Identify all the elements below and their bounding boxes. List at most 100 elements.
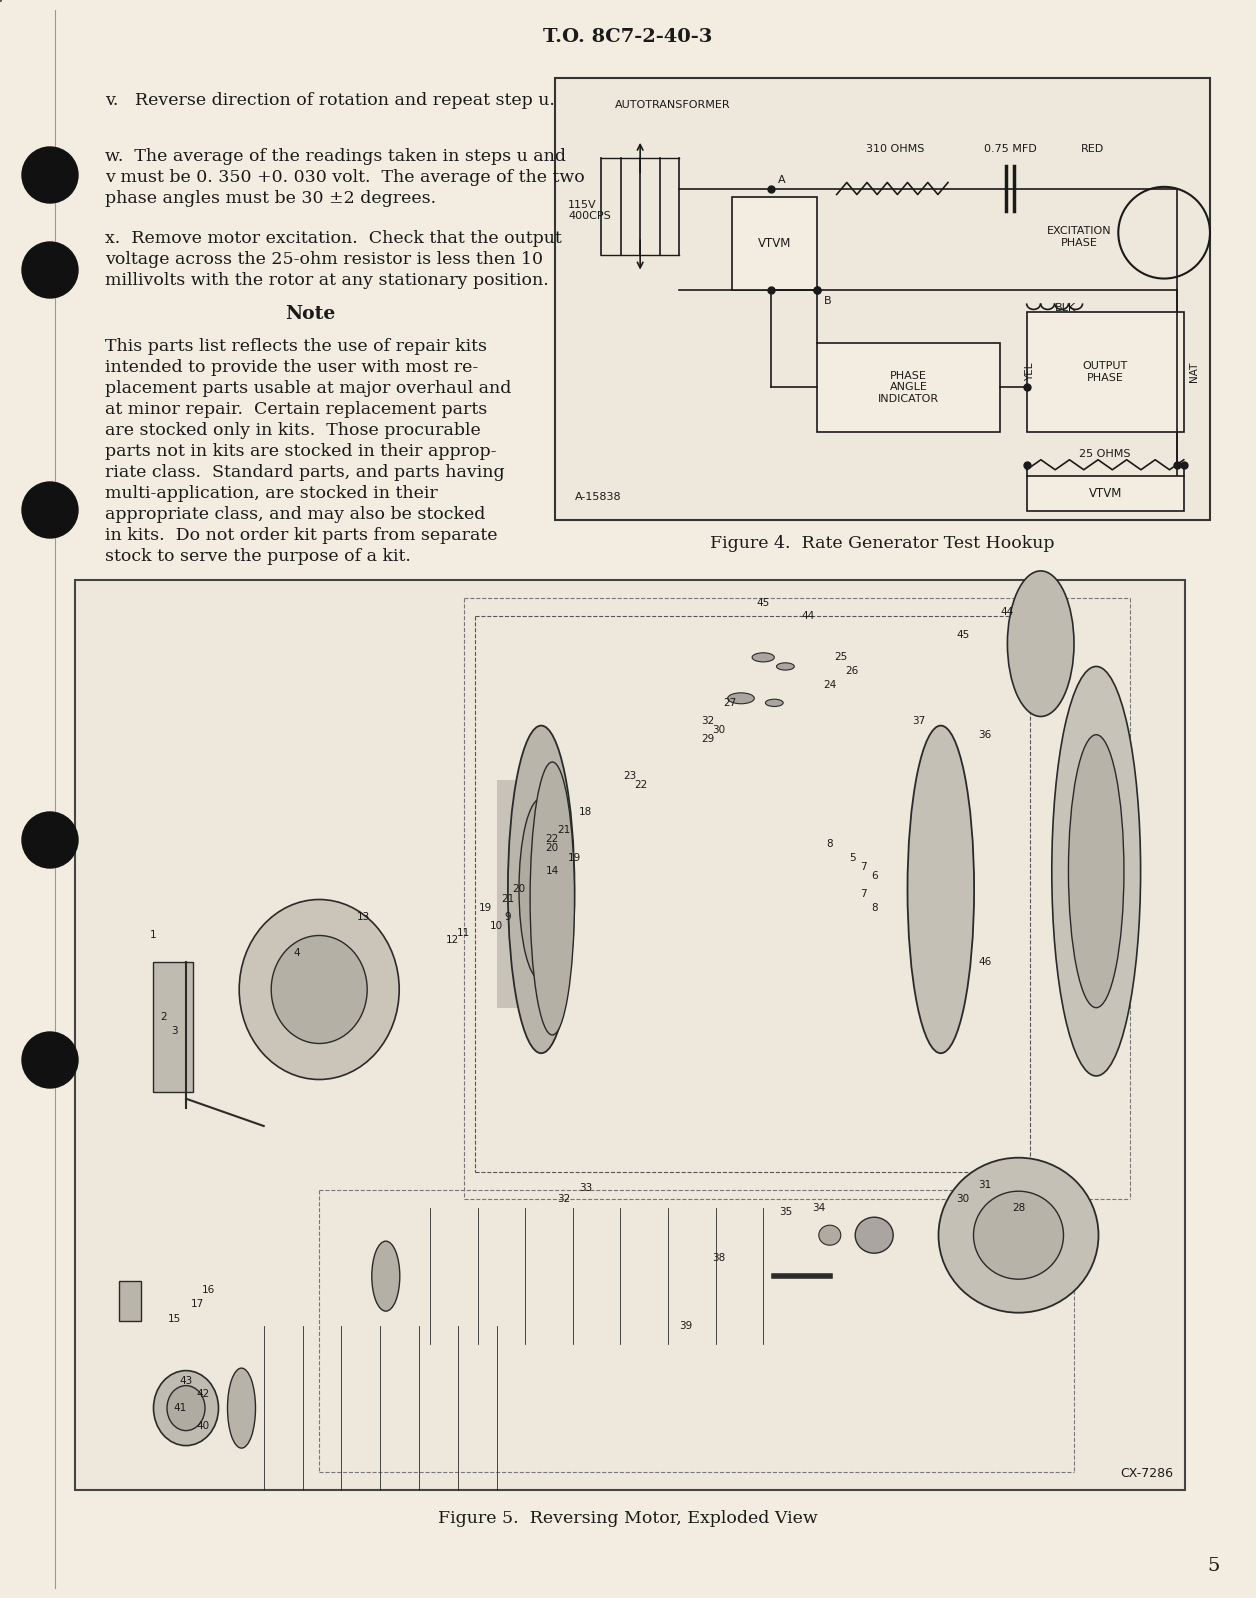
Bar <box>119 1280 142 1320</box>
Text: 38: 38 <box>712 1253 726 1262</box>
Text: 32: 32 <box>701 716 715 725</box>
Text: 8: 8 <box>870 903 878 912</box>
Text: 22: 22 <box>634 780 648 789</box>
Text: 31: 31 <box>978 1181 992 1191</box>
Text: 115V
400CPS: 115V 400CPS <box>568 200 610 222</box>
Text: 5: 5 <box>1207 1556 1220 1576</box>
Text: RED: RED <box>1080 144 1104 153</box>
Text: 3: 3 <box>172 1026 178 1037</box>
Text: 8: 8 <box>826 839 833 849</box>
Text: 25: 25 <box>834 652 848 662</box>
Circle shape <box>23 241 78 297</box>
FancyBboxPatch shape <box>153 962 192 1091</box>
Text: YEL: YEL <box>1025 363 1035 382</box>
Text: 44: 44 <box>801 612 814 622</box>
Text: parts not in kits are stocked in their approp-: parts not in kits are stocked in their a… <box>106 443 496 460</box>
Bar <box>1026 312 1184 431</box>
Text: 44: 44 <box>1001 607 1014 617</box>
Ellipse shape <box>530 762 574 1036</box>
Ellipse shape <box>765 700 784 706</box>
Text: 20: 20 <box>512 884 525 895</box>
Ellipse shape <box>227 1368 255 1448</box>
Text: 13: 13 <box>357 912 371 922</box>
Ellipse shape <box>819 1226 840 1245</box>
Text: OUTPUT
PHASE: OUTPUT PHASE <box>1083 361 1128 384</box>
Ellipse shape <box>855 1218 893 1253</box>
Text: 21: 21 <box>501 893 515 903</box>
Text: at minor repair.  Certain replacement parts: at minor repair. Certain replacement par… <box>106 401 487 419</box>
Ellipse shape <box>239 900 399 1080</box>
Text: 21: 21 <box>556 825 570 836</box>
Text: 28: 28 <box>1012 1203 1025 1213</box>
Text: 22: 22 <box>545 834 559 844</box>
Text: 35: 35 <box>779 1208 793 1218</box>
Text: 36: 36 <box>978 730 992 740</box>
Text: 46: 46 <box>978 957 992 967</box>
Text: voltage across the 25-ohm resistor is less then 10: voltage across the 25-ohm resistor is le… <box>106 251 543 268</box>
Text: 5: 5 <box>849 853 855 863</box>
Text: 23: 23 <box>623 770 637 781</box>
Text: intended to provide the user with most re-: intended to provide the user with most r… <box>106 360 479 376</box>
Text: This parts list reflects the use of repair kits: This parts list reflects the use of repa… <box>106 339 487 355</box>
Ellipse shape <box>938 1157 1099 1312</box>
Text: 30: 30 <box>712 725 726 735</box>
Text: 25 OHMS: 25 OHMS <box>1079 449 1130 459</box>
Text: 19: 19 <box>479 903 492 912</box>
Text: 0.75 MFD: 0.75 MFD <box>983 144 1036 153</box>
Text: 10: 10 <box>490 920 504 930</box>
Text: v.   Reverse direction of rotation and repeat step u.: v. Reverse direction of rotation and rep… <box>106 93 555 109</box>
Ellipse shape <box>271 935 367 1043</box>
Text: stock to serve the purpose of a kit.: stock to serve the purpose of a kit. <box>106 548 411 566</box>
Text: v must be 0. 350 +0. 030 volt.  The average of the two: v must be 0. 350 +0. 030 volt. The avera… <box>106 169 585 185</box>
Text: 14: 14 <box>545 866 559 876</box>
Text: EXCITATION
PHASE: EXCITATION PHASE <box>1046 227 1112 248</box>
Circle shape <box>23 1032 78 1088</box>
Ellipse shape <box>372 1242 399 1310</box>
Bar <box>75 580 1184 1489</box>
Text: NAT: NAT <box>1188 361 1198 382</box>
Text: 39: 39 <box>679 1322 692 1331</box>
Text: Note: Note <box>285 305 335 323</box>
Text: A: A <box>777 174 785 185</box>
Text: millivolts with the rotor at any stationary position.: millivolts with the rotor at any station… <box>106 272 549 289</box>
Ellipse shape <box>153 1371 219 1446</box>
Text: T.O. 8C7-2-40-3: T.O. 8C7-2-40-3 <box>544 29 712 46</box>
Text: riate class.  Standard parts, and parts having: riate class. Standard parts, and parts h… <box>106 463 505 481</box>
Text: 30: 30 <box>956 1194 970 1203</box>
Text: B: B <box>824 296 831 307</box>
Text: 43: 43 <box>180 1376 192 1385</box>
Text: in kits.  Do not order kit parts from separate: in kits. Do not order kit parts from sep… <box>106 527 497 543</box>
Text: 18: 18 <box>579 807 593 817</box>
Text: Figure 5.  Reversing Motor, Exploded View: Figure 5. Reversing Motor, Exploded View <box>438 1510 818 1528</box>
Bar <box>732 197 816 291</box>
Text: AUTOTRANSFORMER: AUTOTRANSFORMER <box>615 101 731 110</box>
Text: 7: 7 <box>860 888 867 900</box>
Text: w.  The average of the readings taken in steps u and: w. The average of the readings taken in … <box>106 149 566 165</box>
Text: 15: 15 <box>168 1314 182 1323</box>
Ellipse shape <box>167 1385 205 1430</box>
Text: x.  Remove motor excitation.  Check that the output: x. Remove motor excitation. Check that t… <box>106 230 561 248</box>
Text: 26: 26 <box>845 666 859 676</box>
Text: VTVM: VTVM <box>757 237 791 251</box>
Text: 37: 37 <box>912 716 926 725</box>
Text: 4: 4 <box>294 948 300 959</box>
Text: 19: 19 <box>568 853 582 863</box>
Text: 32: 32 <box>556 1194 570 1203</box>
Bar <box>555 78 1210 519</box>
Text: CX-7286: CX-7286 <box>1120 1467 1173 1480</box>
Ellipse shape <box>1069 735 1124 1008</box>
Ellipse shape <box>973 1191 1064 1280</box>
Text: 45: 45 <box>956 630 970 639</box>
Text: 29: 29 <box>701 733 715 745</box>
Text: 1: 1 <box>149 930 156 940</box>
Text: 17: 17 <box>191 1299 203 1309</box>
Bar <box>1026 476 1184 511</box>
Ellipse shape <box>776 663 794 670</box>
Text: 16: 16 <box>201 1285 215 1294</box>
Ellipse shape <box>1051 666 1140 1075</box>
Circle shape <box>23 812 78 868</box>
Text: 40: 40 <box>196 1421 210 1432</box>
Text: BLK: BLK <box>1055 304 1076 313</box>
Text: 310 OHMS: 310 OHMS <box>867 144 924 153</box>
Ellipse shape <box>519 799 564 981</box>
